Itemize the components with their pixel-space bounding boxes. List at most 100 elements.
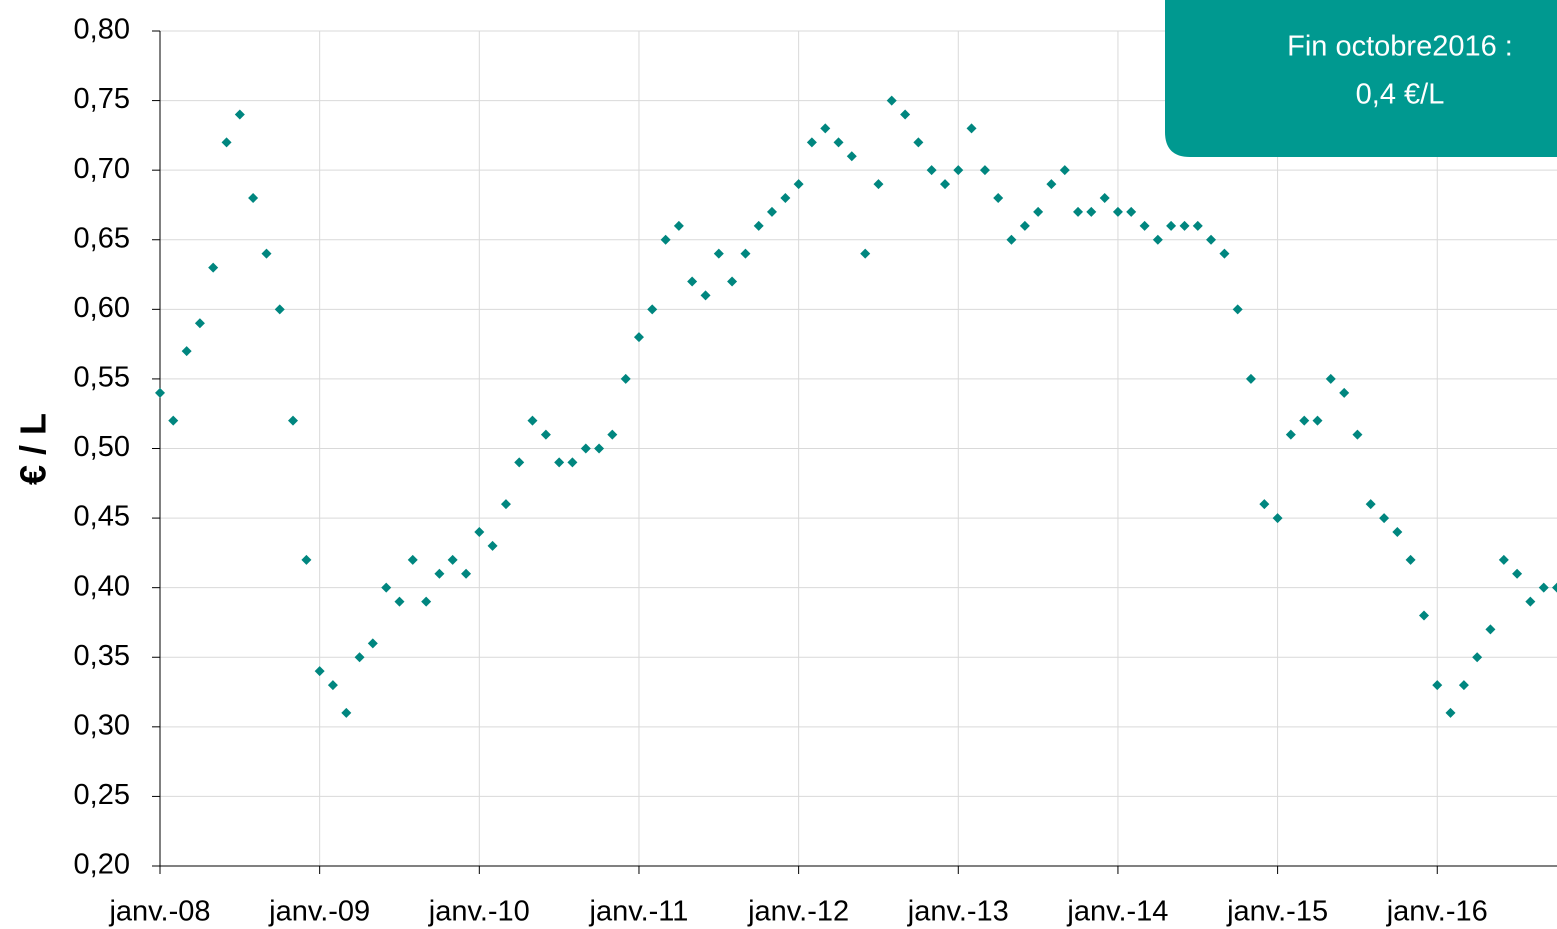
point <box>1432 680 1443 691</box>
point <box>394 596 405 607</box>
y-tick-label: 0,65 <box>74 222 130 254</box>
point <box>1245 373 1256 384</box>
point <box>381 582 392 593</box>
x-tick-label: janv.-15 <box>1226 896 1328 928</box>
x-tick-label: janv.-16 <box>1386 896 1488 928</box>
point <box>527 415 538 426</box>
x-tick-label: janv.-10 <box>428 896 530 928</box>
point <box>753 220 764 231</box>
point <box>966 123 977 134</box>
point <box>447 554 458 565</box>
point <box>647 304 658 315</box>
point <box>287 415 298 426</box>
point <box>1179 220 1190 231</box>
point <box>1365 499 1376 510</box>
y-axis-label: € / L <box>13 413 54 485</box>
y-tick-label: 0,35 <box>74 640 130 672</box>
point <box>806 137 817 148</box>
y-tick-label: 0,75 <box>74 83 130 115</box>
point <box>1046 179 1057 190</box>
point <box>314 666 325 677</box>
x-tick-label: janv.-09 <box>268 896 370 928</box>
y-tick-label: 0,55 <box>74 362 130 394</box>
point <box>594 443 605 454</box>
point <box>514 457 525 468</box>
annotation-text: Fin octobre2016 : <box>1287 31 1513 63</box>
point <box>261 248 272 259</box>
point <box>953 165 964 176</box>
point <box>194 318 205 329</box>
point <box>793 179 804 190</box>
point <box>1033 206 1044 217</box>
point <box>1073 206 1084 217</box>
point <box>713 248 724 259</box>
point <box>1352 429 1363 440</box>
point <box>1192 220 1203 231</box>
point <box>1538 582 1549 593</box>
point <box>1445 707 1456 718</box>
y-tick-label: 0,25 <box>74 779 130 811</box>
y-tick-label: 0,30 <box>74 709 130 741</box>
point <box>461 568 472 579</box>
point <box>474 527 485 537</box>
point <box>1126 206 1137 217</box>
point <box>1552 582 1557 593</box>
y-tick-label: 0,80 <box>74 14 130 46</box>
point <box>886 95 897 106</box>
point <box>820 123 831 134</box>
point <box>633 332 644 343</box>
point <box>341 707 352 718</box>
y-tick-label: 0,40 <box>74 570 130 602</box>
point <box>1099 193 1110 203</box>
y-tick-label: 0,60 <box>74 292 130 324</box>
point <box>1405 554 1416 565</box>
x-tick-label: janv.-08 <box>108 896 210 928</box>
point <box>913 137 924 148</box>
point <box>1498 554 1509 565</box>
point <box>540 429 551 440</box>
point <box>367 638 378 649</box>
point <box>327 680 338 691</box>
point <box>1419 610 1430 621</box>
point <box>500 499 511 510</box>
point <box>421 596 432 607</box>
point <box>1379 513 1390 524</box>
point <box>860 248 871 259</box>
point <box>1006 234 1017 245</box>
y-tick-label: 0,45 <box>74 501 130 533</box>
point <box>168 415 179 426</box>
point <box>1152 234 1163 245</box>
point <box>208 262 219 273</box>
point <box>434 568 445 579</box>
point <box>1019 220 1030 231</box>
point <box>687 276 698 287</box>
point <box>1458 680 1469 691</box>
point <box>727 276 738 287</box>
point <box>993 193 1004 203</box>
point <box>1112 206 1123 217</box>
point <box>155 387 165 398</box>
annotation-text: 0,4 €/L <box>1356 79 1445 111</box>
point <box>274 304 285 315</box>
point <box>407 554 418 565</box>
point <box>833 137 844 148</box>
point <box>1525 596 1536 607</box>
point <box>700 290 711 301</box>
point <box>580 443 591 454</box>
point <box>1232 304 1243 315</box>
point <box>248 193 259 203</box>
point <box>1392 527 1403 537</box>
point <box>1166 220 1177 231</box>
point <box>1272 513 1283 524</box>
x-tick-label: janv.-12 <box>747 896 849 928</box>
point <box>1312 415 1323 426</box>
point <box>1325 373 1336 384</box>
point <box>1512 568 1523 579</box>
point <box>1485 624 1496 635</box>
point <box>979 165 990 176</box>
point <box>181 346 192 357</box>
y-tick-label: 0,20 <box>74 849 130 881</box>
point <box>1259 499 1270 510</box>
